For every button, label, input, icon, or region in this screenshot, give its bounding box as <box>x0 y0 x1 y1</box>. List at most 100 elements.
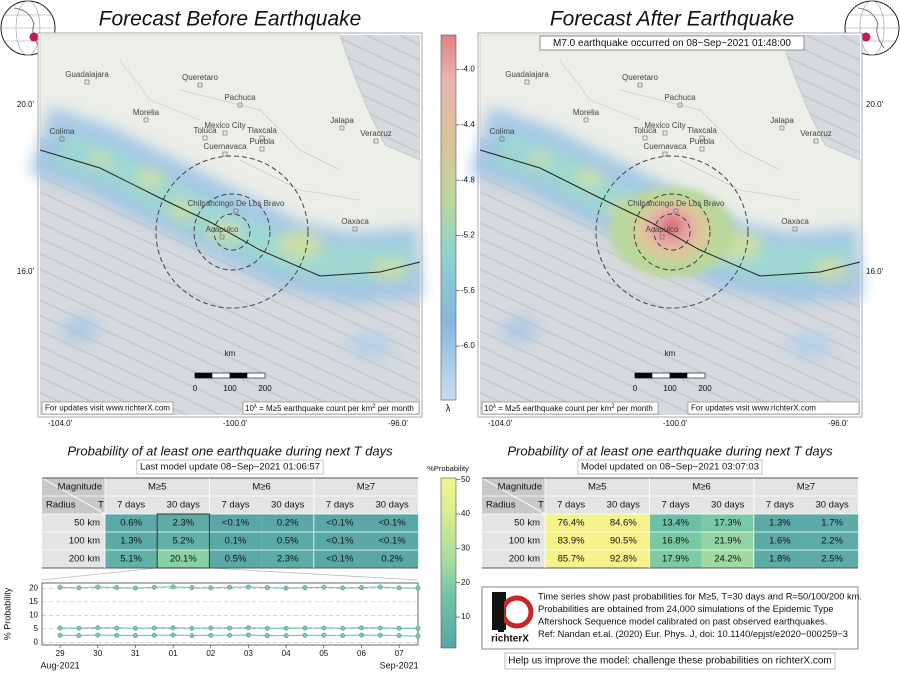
colorbar-tick-label: -4.8 <box>461 175 475 184</box>
series-point <box>57 625 63 631</box>
cell <box>366 514 419 532</box>
cell <box>649 550 702 568</box>
prob-colorbar-tick-label: 30 <box>461 544 470 553</box>
cell <box>261 532 314 550</box>
city-marker <box>662 151 668 157</box>
series-point <box>208 625 214 631</box>
radius-label: 200 km <box>69 554 100 565</box>
cell <box>597 532 650 550</box>
prob-colorbar-tick-label: 40 <box>461 509 470 518</box>
city-marker <box>259 146 265 152</box>
series-point <box>359 632 364 638</box>
cell-value: 83.9% <box>558 536 585 547</box>
series-point <box>377 584 383 590</box>
radius-circle <box>213 213 251 251</box>
magnitude-header: M≥6 <box>252 482 270 493</box>
cell-value: <0.1% <box>222 518 250 529</box>
plot-frame <box>41 582 419 646</box>
series-line <box>60 627 418 629</box>
subtitle-box <box>136 459 324 475</box>
series-point <box>340 585 346 591</box>
magnitude-header: M≥7 <box>357 482 375 493</box>
prob-colorbar-tick-label: 10 <box>461 612 470 621</box>
cell-value: 16.8% <box>662 536 689 547</box>
x-tick-label: 30 <box>93 649 102 658</box>
series-point <box>321 584 327 590</box>
scale-segment <box>669 372 688 379</box>
series-point <box>151 584 157 590</box>
cell-value: <0.1% <box>378 536 406 547</box>
highlight-column <box>156 513 210 569</box>
cell <box>313 532 366 550</box>
series-point <box>151 625 157 631</box>
radius-circle <box>633 193 711 271</box>
series-point <box>396 625 402 631</box>
x-tick-label: 05 <box>319 649 328 658</box>
colorbar-tick-label: -4.4 <box>461 120 475 129</box>
count-note-part: 10 <box>245 404 254 413</box>
count-note-box <box>242 401 420 415</box>
radius-label: 100 km <box>69 536 100 547</box>
cell-value: 2.3% <box>172 518 194 529</box>
cell-value: 2.3% <box>277 554 299 565</box>
city-marker <box>583 117 589 123</box>
scale-unit: km <box>225 349 236 358</box>
cell <box>753 514 806 532</box>
count-note: 10λ = M≥5 earthquake count per km2 per m… <box>484 404 653 414</box>
info-line: Probabilities are obtained from 24,000 s… <box>538 604 833 614</box>
y-tick-label: 0 <box>34 637 39 646</box>
forecast-high <box>209 222 241 242</box>
cell <box>806 514 859 532</box>
header-magnitude: Magnitude <box>58 482 102 493</box>
cell <box>649 532 702 550</box>
cell-value: 13.4% <box>662 518 689 529</box>
radius-circle <box>193 193 271 271</box>
series-point <box>415 625 421 631</box>
scale-label: 0 <box>193 384 198 393</box>
borders <box>119 59 361 201</box>
series-point <box>189 625 195 631</box>
series-point <box>95 625 101 631</box>
city-marker <box>259 135 265 141</box>
cell <box>209 532 262 550</box>
city-label: Veracruz <box>360 129 392 138</box>
radius-circle <box>595 155 749 309</box>
series-point <box>170 632 176 638</box>
city-label: Cuernavaca <box>203 142 247 151</box>
city-label: Queretaro <box>182 73 219 82</box>
series-point <box>377 625 383 631</box>
cell <box>545 532 598 550</box>
period-header: 7 days <box>766 500 794 511</box>
x-tick-label: 02 <box>206 649 215 658</box>
forecast-patch <box>788 331 832 359</box>
series-point <box>76 585 82 591</box>
updates-note: For updates visit www.richterX.com <box>45 404 170 413</box>
city-marker <box>499 136 505 142</box>
city-marker <box>197 82 203 88</box>
series-point <box>340 625 346 631</box>
cell-value: 2.5% <box>821 554 843 565</box>
cell-value: 17.3% <box>714 518 741 529</box>
period-header: 7 days <box>222 500 250 511</box>
subtitle-box <box>577 459 763 475</box>
series-point <box>151 632 157 638</box>
cell <box>157 532 210 550</box>
city-label: Puebla <box>690 137 715 146</box>
left-title: Forecast Before Earthquake <box>99 8 362 31</box>
series-point <box>302 632 308 638</box>
period-header: 30 days <box>375 500 409 511</box>
cell-value: 21.9% <box>714 536 741 547</box>
info-line: Ref: Nandan et.al. (2020) Eur. Phys. J, … <box>538 629 848 639</box>
series-point <box>264 585 270 591</box>
updates-box <box>41 401 174 415</box>
scale-segment <box>651 372 671 379</box>
series-point <box>208 632 214 638</box>
lon-label: -100.0' <box>223 419 248 428</box>
x-tick-label: 31 <box>131 649 140 658</box>
prob-colorbar-tick-label: 20 <box>461 578 470 587</box>
scale-segment <box>194 372 213 379</box>
connector <box>41 567 158 581</box>
period-header: 30 days <box>271 500 305 511</box>
series-point <box>132 585 138 591</box>
series-point <box>321 632 327 638</box>
